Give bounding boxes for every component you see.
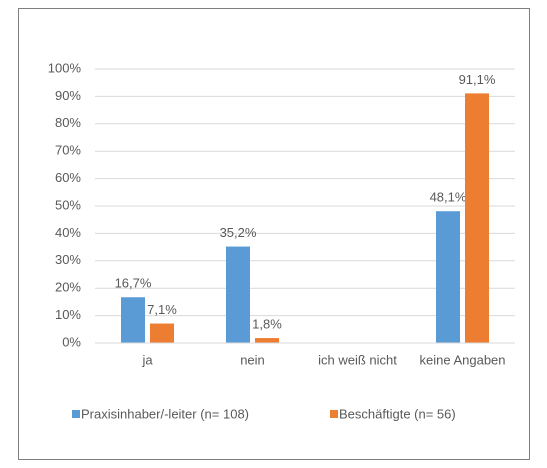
data-label: 7,1% (147, 302, 177, 317)
data-label: 48,1% (430, 190, 467, 205)
data-label: 1,8% (252, 317, 282, 332)
y-tick-label: 90% (55, 88, 81, 103)
legend-label: Beschäftigte (n= 56) (339, 406, 456, 421)
y-tick-label: 30% (55, 252, 81, 267)
y-tick-label: 80% (55, 115, 81, 130)
bar (121, 297, 145, 343)
y-tick-label: 50% (55, 197, 81, 212)
legend-swatch (72, 410, 80, 418)
x-tick-label: ich weiß nicht (318, 352, 397, 367)
y-tick-label: 20% (55, 280, 81, 295)
legend-label: Praxisinhaber/-leiter (n= 108) (81, 406, 249, 421)
legend-swatch (330, 410, 338, 418)
bar (255, 338, 279, 343)
y-tick-label: 100% (48, 60, 82, 75)
data-label: 16,7% (115, 276, 152, 291)
y-tick-label: 10% (55, 307, 81, 322)
y-tick-label: 70% (55, 143, 81, 158)
y-tick-label: 60% (55, 170, 81, 185)
y-tick-label: 40% (55, 225, 81, 240)
bar (150, 323, 174, 343)
x-tick-label: ja (141, 352, 153, 367)
x-tick-label: nein (240, 352, 265, 367)
data-label: 35,2% (220, 225, 257, 240)
bar (226, 246, 250, 343)
x-tick-label: keine Angaben (419, 352, 505, 367)
bar (465, 93, 489, 343)
bar (436, 211, 460, 343)
data-label: 91,1% (459, 72, 496, 87)
y-tick-label: 0% (62, 334, 81, 349)
